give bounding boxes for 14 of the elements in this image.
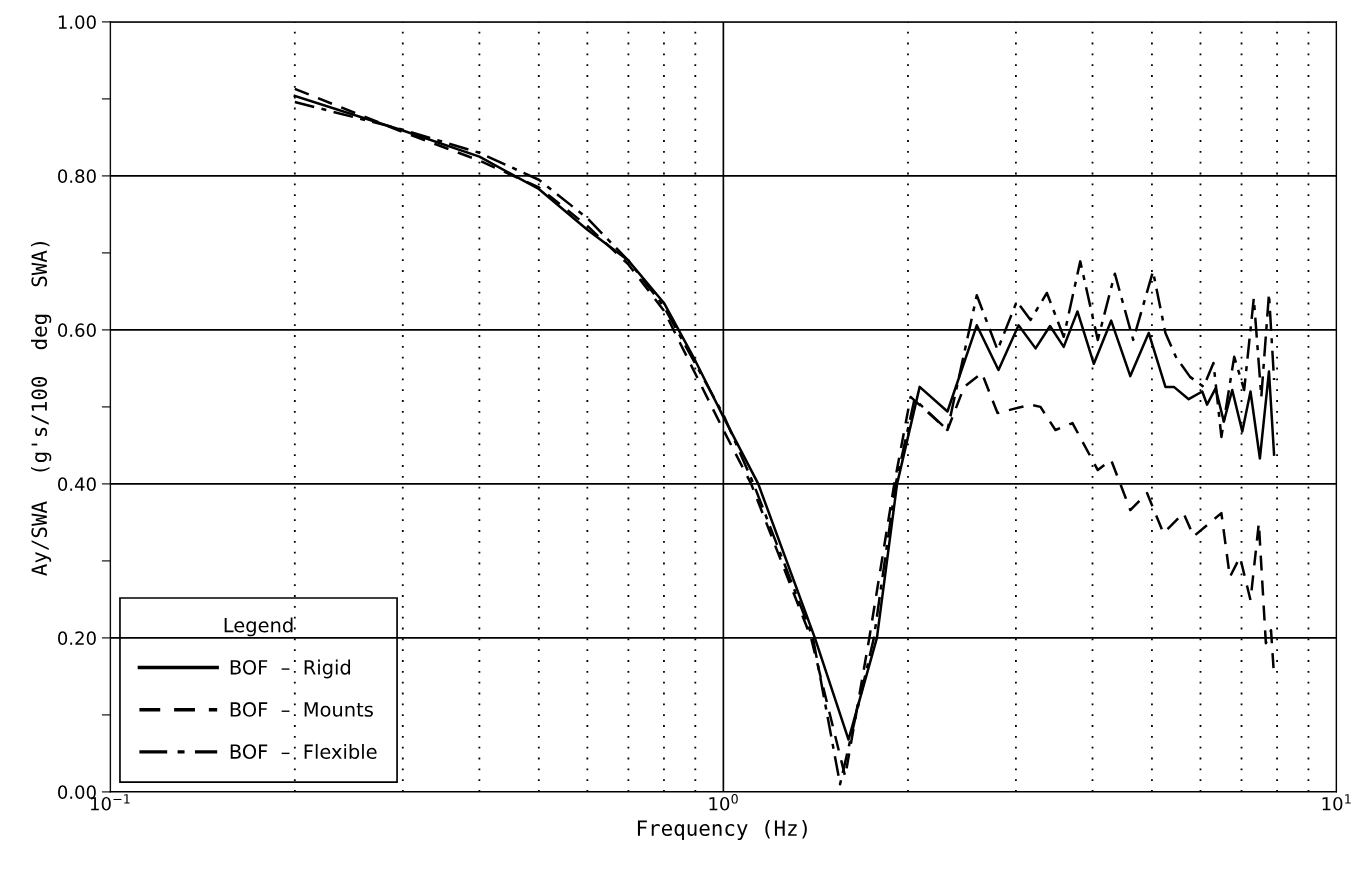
x-axis-title: Frequency (Hz) <box>637 819 807 841</box>
x-tick-label: 10$^{0}$ <box>709 794 738 811</box>
y-tick-label: 0.40 <box>58 477 96 492</box>
legend-label: BOF – Mounts <box>230 702 373 717</box>
y-tick-label: 1.00 <box>58 15 96 30</box>
y-tick-label: 0.80 <box>58 169 96 184</box>
y-tick-label: 0.20 <box>58 631 96 646</box>
y-axis-title: Ay/SWA (g's/100 deg SWA) <box>30 241 52 576</box>
legend-label: BOF – Flexible <box>230 743 377 759</box>
y-tick-label: 0.60 <box>58 323 96 338</box>
legend-title: Legend <box>224 617 293 637</box>
legend-label: BOF – Rigid <box>230 659 351 679</box>
y-tick-label: 0.00 <box>58 785 96 800</box>
x-tick-label: 10$^{1}$ <box>1322 794 1351 811</box>
